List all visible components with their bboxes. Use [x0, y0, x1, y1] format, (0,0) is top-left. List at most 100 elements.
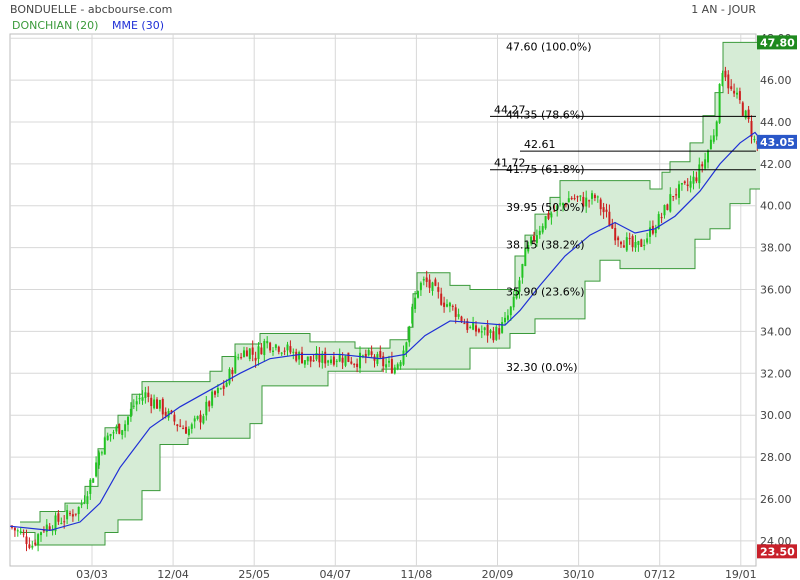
candle-body — [257, 346, 260, 359]
candle-body — [289, 346, 292, 353]
candle-body — [245, 350, 248, 357]
fib-level-label: 38.15 (38.2%) — [506, 238, 585, 251]
legend-donchian: DONCHIAN (20) — [12, 19, 98, 32]
candle-body — [747, 109, 750, 120]
candle-body — [417, 291, 419, 298]
candle-body — [254, 357, 257, 361]
candle-body — [109, 433, 112, 437]
candle-body — [286, 344, 289, 351]
candle-body — [31, 545, 34, 548]
candle-body — [654, 228, 657, 234]
candle-body — [92, 478, 95, 483]
candle-body — [153, 399, 156, 409]
candle-body — [129, 408, 132, 417]
candle-body — [205, 401, 208, 416]
candle-body — [553, 210, 556, 212]
candle-body — [602, 207, 605, 213]
candle-body — [34, 542, 37, 545]
candle-body — [631, 236, 634, 248]
candle-body — [266, 341, 269, 344]
candle-body — [686, 184, 689, 186]
candle-body — [396, 364, 399, 369]
candle-body — [408, 326, 411, 343]
candle-body — [556, 205, 559, 211]
candle-body — [202, 416, 205, 424]
candle-body — [390, 359, 393, 374]
candle-body — [388, 360, 390, 363]
candle-body — [724, 70, 727, 78]
donchian-upper — [20, 41, 760, 523]
candle-body — [367, 350, 370, 356]
candle-body — [193, 418, 196, 422]
candle-body — [704, 159, 707, 169]
x-tick-label: 30/10 — [563, 568, 595, 580]
candle-body — [521, 264, 524, 278]
candle-body — [60, 522, 63, 524]
period-label: 1 AN - JOUR — [691, 3, 756, 16]
candle-body — [306, 356, 309, 362]
candle-body — [738, 91, 741, 101]
y-tick-label: 42.00 — [760, 158, 792, 171]
candle-body — [57, 513, 60, 522]
candle-body — [338, 354, 341, 362]
y-tick-label: 38.00 — [760, 242, 792, 255]
candle-body — [475, 325, 477, 332]
y-tick-label: 28.00 — [760, 451, 792, 464]
candle-body — [399, 362, 402, 367]
candle-body — [663, 205, 666, 216]
candle-body — [341, 357, 344, 363]
candle-body — [425, 277, 428, 282]
candle-body — [173, 414, 176, 422]
candle-body — [715, 121, 718, 137]
price-badge-label: 47.80 — [760, 36, 795, 49]
candle-body — [370, 351, 373, 355]
candle-body — [150, 397, 153, 407]
candle-body — [593, 194, 596, 199]
candle-body — [608, 211, 611, 227]
candle-body — [750, 121, 753, 137]
candle-body — [106, 435, 109, 441]
candle-body — [605, 209, 608, 212]
candle-body — [16, 530, 19, 532]
candle-body — [695, 177, 698, 182]
candle-body — [431, 282, 434, 291]
candle-body — [744, 110, 747, 119]
candle-body — [646, 238, 649, 243]
candlesticks — [11, 66, 759, 552]
candle-body — [225, 382, 228, 387]
y-tick-label: 34.00 — [760, 325, 792, 338]
candle-body — [634, 242, 637, 248]
chart-title: BONDUELLE - abcbourse.com — [10, 3, 172, 16]
candle-body — [63, 521, 66, 523]
candle-body — [312, 360, 315, 362]
candle-body — [617, 237, 620, 241]
candle-body — [495, 326, 498, 340]
candle-body — [422, 279, 425, 281]
candle-body — [701, 164, 704, 167]
candle-body — [683, 181, 686, 184]
candle-body — [350, 361, 353, 364]
candle-body — [533, 235, 535, 241]
candle-body — [504, 317, 506, 323]
candle-body — [567, 198, 570, 203]
candle-body — [518, 280, 521, 292]
candle-body — [741, 102, 744, 116]
candle-body — [156, 399, 158, 409]
fib-level-label: 47.60 (100.0%) — [506, 41, 592, 54]
candle-body — [315, 353, 318, 360]
candle-body — [318, 353, 321, 363]
candle-body — [147, 392, 150, 397]
mme-polyline — [9, 131, 761, 532]
candle-body — [506, 315, 509, 320]
candle-body — [283, 350, 286, 352]
candle-body — [45, 524, 48, 532]
candle-body — [498, 328, 501, 335]
candle-body — [463, 323, 466, 325]
candle-body — [393, 367, 396, 374]
candle-body — [240, 357, 243, 359]
candle-body — [138, 398, 141, 400]
candle-body — [118, 424, 121, 434]
candle-body — [324, 351, 327, 364]
candle-body — [219, 388, 222, 390]
